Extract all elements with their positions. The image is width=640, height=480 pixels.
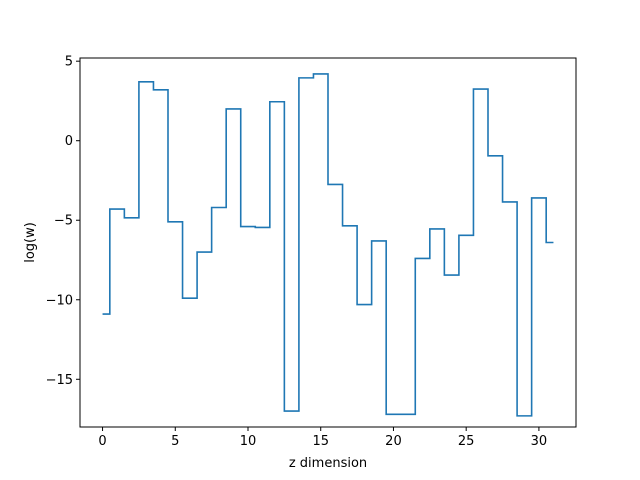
plot-frame [79,57,577,428]
y-tick-label: 5 [65,55,73,70]
x-tick-label: 30 [531,434,548,449]
x-tick-label: 10 [240,434,257,449]
series-layer [102,73,554,417]
x-tick-label: 15 [312,434,329,449]
y-tick-label: −10 [46,293,73,308]
y-axis-ticks: −15 −10 −5 0 5 [46,55,80,388]
y-tick-label: 0 [65,134,73,149]
y-tick-label: −5 [54,214,73,229]
series-line-0 [102,73,554,417]
x-axis-ticks: 0 5 10 15 20 25 30 [98,427,547,449]
x-tick-label: 20 [385,434,402,449]
y-axis-label: log(w) [23,222,38,263]
y-tick-label: −15 [46,373,73,388]
x-tick-label: 5 [171,434,179,449]
x-axis-label: z dimension [289,456,367,471]
x-tick-label: 0 [98,434,106,449]
x-tick-label: 25 [458,434,475,449]
